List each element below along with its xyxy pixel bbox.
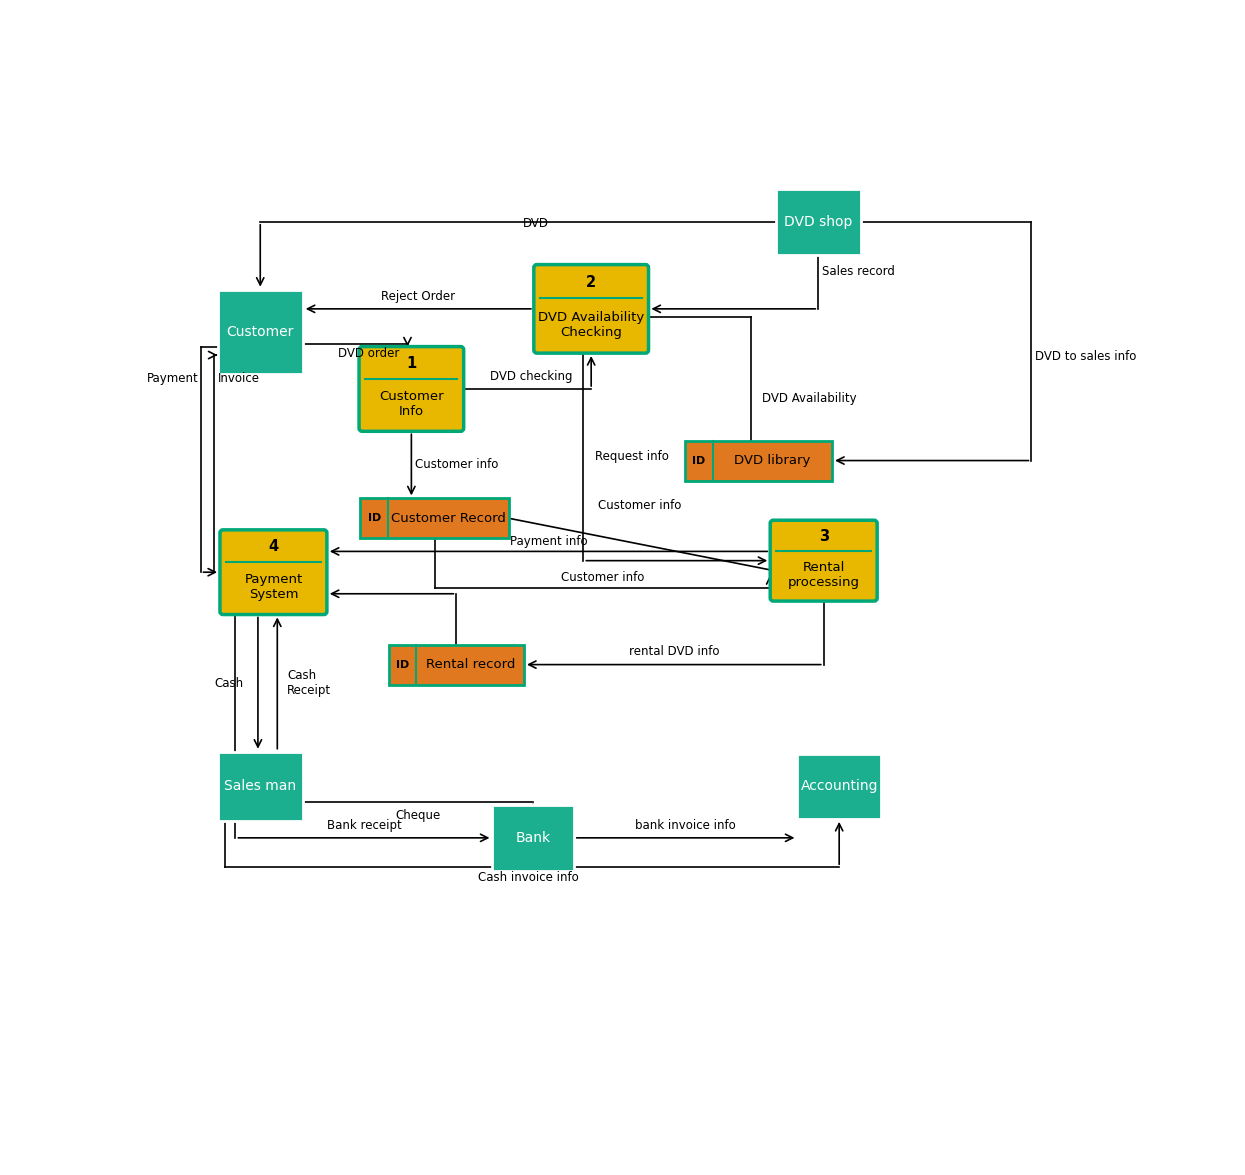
Text: Sales man: Sales man xyxy=(224,779,296,793)
FancyBboxPatch shape xyxy=(534,264,649,354)
Bar xyxy=(218,752,303,821)
Text: Customer
Info: Customer Info xyxy=(378,390,443,418)
Text: Accounting: Accounting xyxy=(801,779,878,793)
Text: 1: 1 xyxy=(406,356,417,371)
Text: DVD Availability: DVD Availability xyxy=(762,391,857,404)
Text: rental DVD info: rental DVD info xyxy=(629,645,720,658)
Text: DVD Availability
Checking: DVD Availability Checking xyxy=(538,311,645,338)
Bar xyxy=(388,645,524,685)
Text: Rental record: Rental record xyxy=(426,658,515,671)
Text: Customer info: Customer info xyxy=(416,458,499,471)
Text: ID: ID xyxy=(396,659,410,670)
FancyBboxPatch shape xyxy=(220,530,327,615)
Text: Rental
processing: Rental processing xyxy=(788,562,860,589)
Text: DVD: DVD xyxy=(523,216,548,229)
Text: 4: 4 xyxy=(269,539,279,555)
Text: Sales record: Sales record xyxy=(822,266,895,278)
Text: Cheque: Cheque xyxy=(396,810,441,822)
Bar xyxy=(685,441,832,481)
Bar xyxy=(797,753,881,819)
Text: Cash
Receipt: Cash Receipt xyxy=(288,669,331,697)
Text: 2: 2 xyxy=(586,275,596,290)
Text: DVD shop: DVD shop xyxy=(784,215,853,229)
Text: Cash: Cash xyxy=(215,677,244,690)
Text: bank invoice info: bank invoice info xyxy=(635,819,736,832)
Text: ID: ID xyxy=(367,513,381,523)
Text: Payment info: Payment info xyxy=(509,536,588,549)
Text: ID: ID xyxy=(692,456,706,465)
Text: DVD checking: DVD checking xyxy=(491,370,573,383)
Text: Request info: Request info xyxy=(595,450,669,463)
Text: Customer info: Customer info xyxy=(560,571,644,584)
Text: Cash invoice info: Cash invoice info xyxy=(478,871,579,884)
Text: Payment: Payment xyxy=(147,371,198,384)
Text: DVD order: DVD order xyxy=(337,348,400,361)
Text: 3: 3 xyxy=(819,529,829,544)
Text: Customer Record: Customer Record xyxy=(391,512,505,525)
Bar xyxy=(776,189,860,255)
Bar xyxy=(360,498,509,538)
Text: Invoice: Invoice xyxy=(218,371,260,384)
Text: Customer info: Customer info xyxy=(598,499,681,512)
Text: Reject Order: Reject Order xyxy=(381,290,456,303)
Bar xyxy=(218,289,303,375)
Text: Payment
System: Payment System xyxy=(244,573,303,602)
FancyBboxPatch shape xyxy=(771,521,878,602)
Text: DVD to sales info: DVD to sales info xyxy=(1036,350,1137,363)
FancyBboxPatch shape xyxy=(359,347,463,431)
Text: Bank: Bank xyxy=(515,831,550,845)
Bar xyxy=(492,805,574,871)
Text: DVD library: DVD library xyxy=(735,454,810,466)
Text: Customer: Customer xyxy=(227,325,294,338)
Text: Bank receipt: Bank receipt xyxy=(326,819,401,832)
